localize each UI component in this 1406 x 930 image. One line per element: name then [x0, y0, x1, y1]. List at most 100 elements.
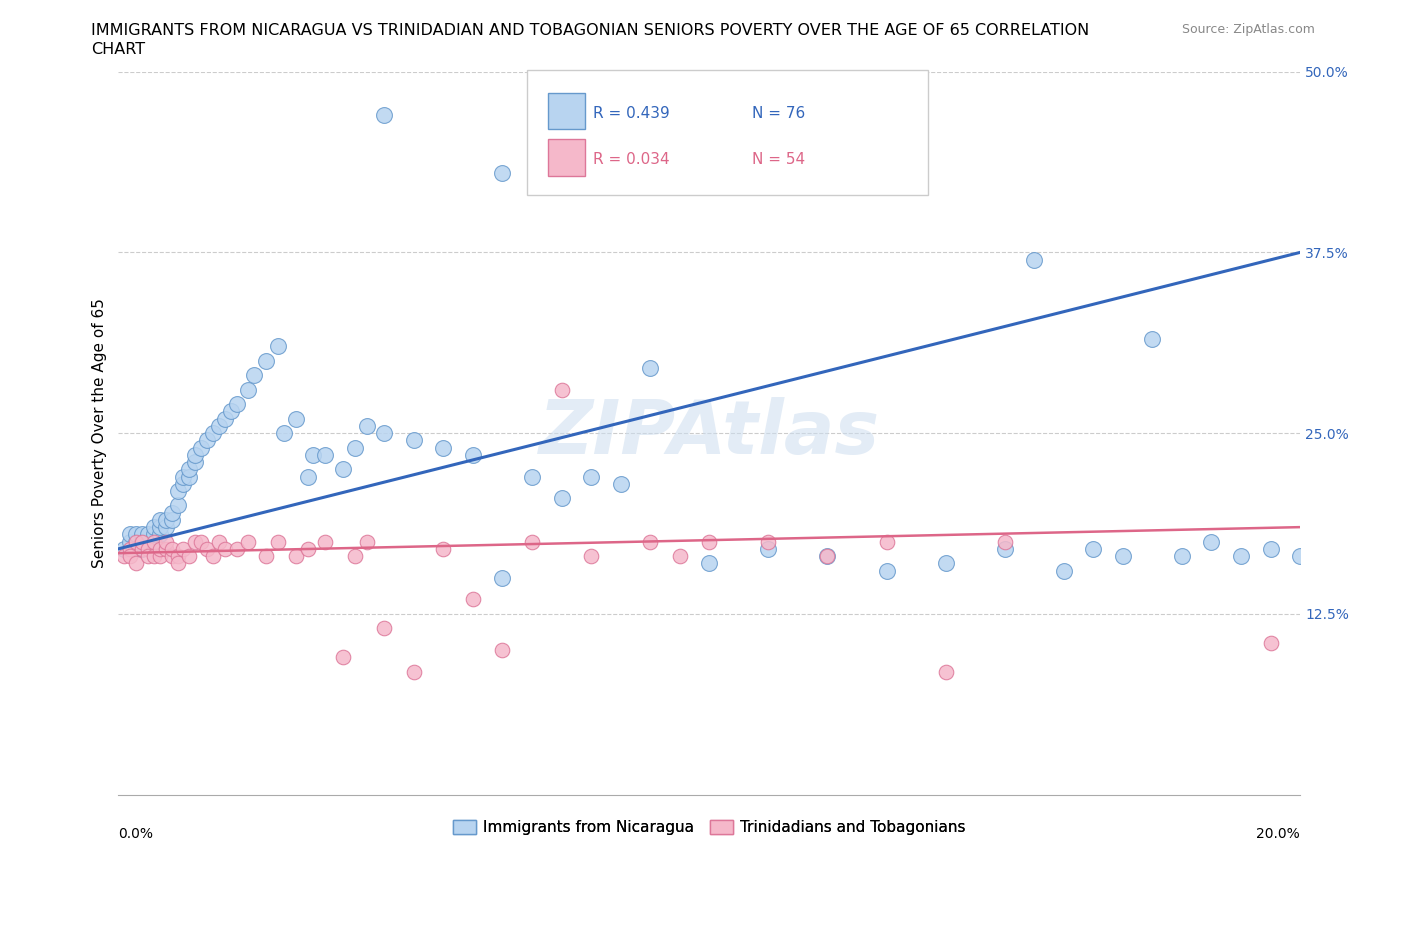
Point: [131, 541, 153, 556]
Point: [184, 455, 207, 470]
Point: [136, 541, 159, 556]
Point: [112, 549, 135, 564]
Point: [876, 534, 898, 549]
Point: [166, 484, 188, 498]
Text: CHART: CHART: [91, 42, 145, 57]
Point: [520, 534, 543, 549]
Point: [120, 534, 142, 549]
Point: [343, 549, 366, 564]
Point: [697, 534, 720, 549]
Point: [112, 541, 135, 556]
Point: [314, 534, 336, 549]
Y-axis label: Seniors Poverty Over the Age of 65: Seniors Poverty Over the Age of 65: [93, 299, 107, 568]
Text: 0.0%: 0.0%: [118, 827, 153, 841]
Point: [166, 498, 188, 512]
Point: [297, 541, 319, 556]
Point: [155, 534, 177, 549]
Point: [190, 534, 212, 549]
Point: [208, 418, 231, 433]
Text: R = 0.034: R = 0.034: [593, 153, 669, 167]
Point: [815, 549, 838, 564]
Legend: Immigrants from Nicaragua, Trinidadians and Tobagonians: Immigrants from Nicaragua, Trinidadians …: [447, 814, 972, 842]
Point: [120, 527, 142, 542]
Point: [935, 556, 957, 571]
Point: [149, 512, 172, 527]
Point: [166, 556, 188, 571]
Point: [131, 534, 153, 549]
Point: [402, 433, 425, 448]
Point: [356, 534, 378, 549]
Point: [131, 534, 153, 549]
Point: [520, 469, 543, 484]
Point: [208, 534, 231, 549]
Point: [243, 368, 266, 383]
Text: R = 0.439: R = 0.439: [593, 106, 671, 121]
Point: [402, 664, 425, 679]
Point: [254, 353, 277, 368]
Point: [432, 541, 454, 556]
Point: [195, 433, 218, 448]
Point: [125, 541, 148, 556]
Point: [1142, 332, 1164, 347]
Point: [1260, 541, 1282, 556]
Point: [160, 505, 183, 520]
Point: [238, 382, 260, 397]
Point: [125, 534, 148, 549]
Point: [461, 447, 484, 462]
Point: [179, 549, 201, 564]
Point: [149, 541, 172, 556]
Point: [172, 476, 194, 491]
Point: [697, 556, 720, 571]
Point: [1024, 252, 1046, 267]
Point: [550, 491, 572, 506]
Point: [373, 621, 395, 636]
Text: N = 54: N = 54: [752, 153, 806, 167]
Point: [160, 512, 183, 527]
Point: [190, 440, 212, 455]
Point: [1112, 549, 1135, 564]
Point: [461, 592, 484, 607]
Point: [155, 541, 177, 556]
Point: [267, 534, 290, 549]
Point: [142, 549, 165, 564]
Point: [343, 440, 366, 455]
Point: [332, 462, 354, 477]
Point: [179, 469, 201, 484]
Point: [297, 469, 319, 484]
Point: [1083, 541, 1105, 556]
Point: [142, 534, 165, 549]
Point: [120, 549, 142, 564]
Point: [491, 643, 513, 658]
Point: [609, 476, 631, 491]
Point: [184, 447, 207, 462]
Point: [166, 549, 188, 564]
Point: [131, 527, 153, 542]
Point: [373, 426, 395, 441]
Point: [284, 411, 307, 426]
Point: [225, 541, 247, 556]
Point: [579, 469, 602, 484]
Point: [160, 541, 183, 556]
Point: [125, 556, 148, 571]
Point: [332, 650, 354, 665]
Point: [219, 404, 242, 418]
Point: [267, 339, 290, 353]
Point: [201, 549, 224, 564]
Point: [131, 541, 153, 556]
Point: [136, 527, 159, 542]
Point: [1171, 549, 1194, 564]
Point: [432, 440, 454, 455]
Point: [994, 541, 1017, 556]
Point: [149, 520, 172, 535]
Point: [201, 426, 224, 441]
Point: [238, 534, 260, 549]
Point: [149, 527, 172, 542]
Point: [668, 549, 690, 564]
Point: [638, 534, 661, 549]
Point: [638, 361, 661, 376]
Text: Source: ZipAtlas.com: Source: ZipAtlas.com: [1181, 23, 1315, 36]
Point: [935, 664, 957, 679]
Point: [550, 382, 572, 397]
Point: [1289, 549, 1312, 564]
Point: [136, 549, 159, 564]
